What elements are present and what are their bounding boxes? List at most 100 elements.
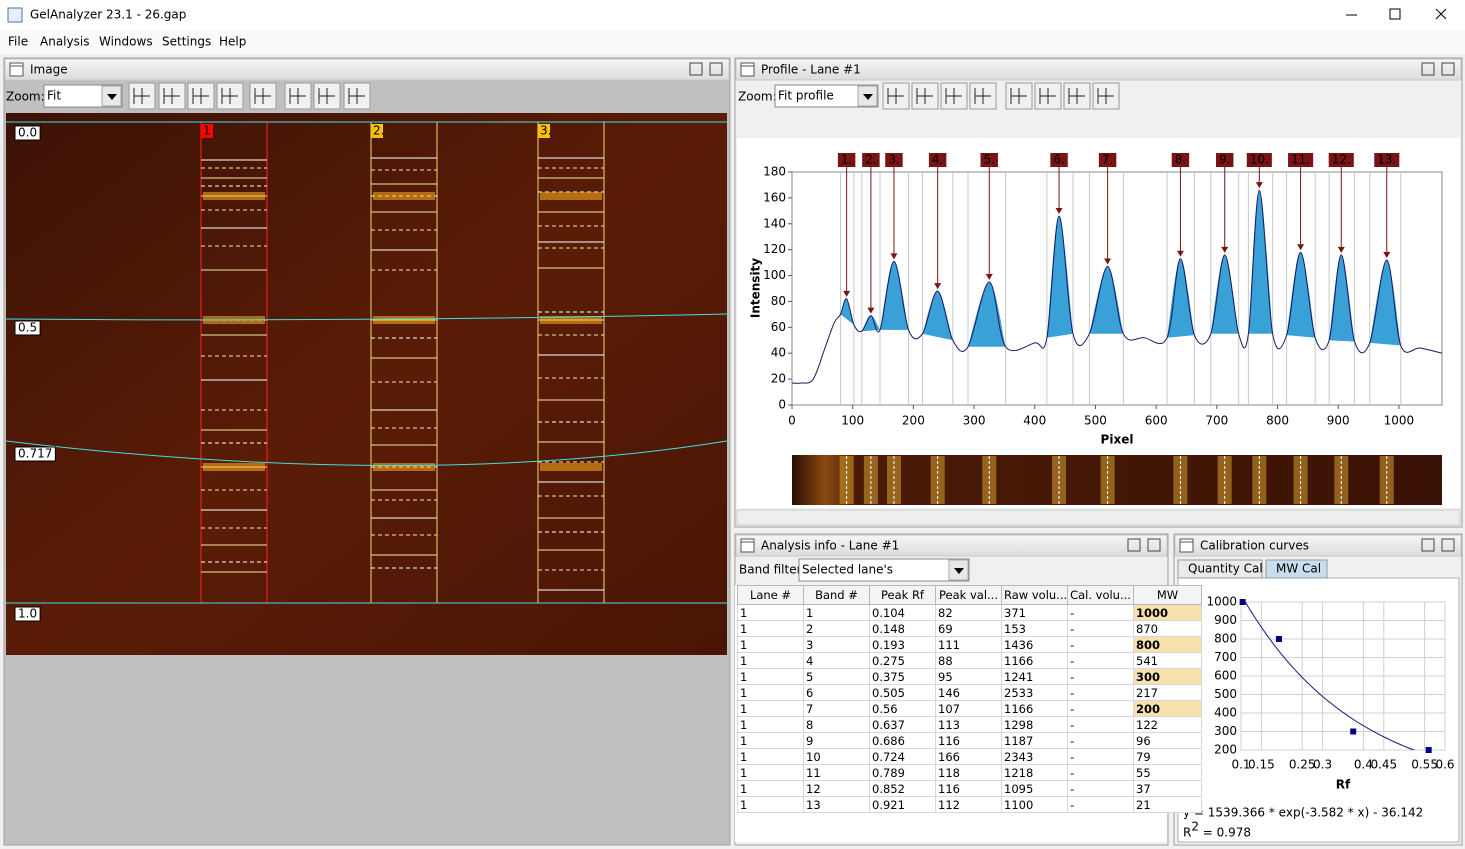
y-tick-label: 100 xyxy=(763,268,786,282)
table-row[interactable]: 1 8 0.637 113 1298-122 xyxy=(737,716,1202,733)
table-row[interactable]: 1 9 0.686 116 1187-96 xyxy=(737,732,1202,749)
peak-label-box xyxy=(928,153,947,167)
x-tick-label: 0.4 xyxy=(1354,758,1373,772)
zoom-label: Zoom: xyxy=(6,90,45,104)
peak-area xyxy=(1089,266,1124,334)
maximize-button[interactable] xyxy=(1389,8,1401,20)
menu-item[interactable]: Analysis xyxy=(40,35,89,49)
zoom-combo-arrow xyxy=(863,94,873,100)
gel-image xyxy=(6,113,727,655)
peak-arrowhead xyxy=(1383,252,1391,259)
menu-item[interactable]: Help xyxy=(219,35,246,49)
table-row[interactable]: 1 13 0.921 112 1100-21 xyxy=(737,796,1202,813)
rf-label: 0.717 xyxy=(18,447,52,461)
band-glow xyxy=(203,192,265,200)
tool-button[interactable] xyxy=(882,82,910,110)
table-cell: 7 xyxy=(803,700,870,717)
peak-label: 9. xyxy=(1219,153,1230,167)
zoom-combo-value: Fit profile xyxy=(778,89,834,103)
lane-label-box xyxy=(538,124,550,138)
peak-label-box xyxy=(980,153,998,167)
x-axis-label: Pixel xyxy=(1101,433,1134,447)
table-cell: 112 xyxy=(935,796,1002,813)
column-header[interactable]: Raw volu... xyxy=(1001,585,1068,605)
table-row[interactable]: 1 4 0.275 88 1166-541 xyxy=(737,652,1202,669)
table-row[interactable]: 1 12 0.852 116 1095-37 xyxy=(737,780,1202,797)
filter-combo[interactable] xyxy=(798,558,970,582)
column-header[interactable]: Lane # xyxy=(737,585,804,605)
table-cell: - xyxy=(1067,620,1134,637)
rf-label-box xyxy=(14,320,41,336)
band-glow xyxy=(373,316,435,324)
table-cell: 95 xyxy=(935,668,1002,685)
panel-title: Analysis info - Lane #1 xyxy=(761,539,899,553)
peak-label: 10. xyxy=(1250,153,1269,167)
maximize-button[interactable] xyxy=(1441,62,1455,76)
menu-item[interactable]: Settings xyxy=(162,35,211,49)
undock-button[interactable] xyxy=(689,62,703,76)
tool-icon xyxy=(163,88,180,104)
column-header[interactable]: Peak val... xyxy=(935,585,1002,605)
x-tick-label: 300 xyxy=(963,414,986,428)
table-cell: 153 xyxy=(1001,620,1068,637)
strip-band xyxy=(1052,456,1067,504)
table-cell: 371 xyxy=(1001,604,1068,621)
panel-icon xyxy=(9,62,24,77)
table-row[interactable]: 1 5 0.375 95 1241-300 xyxy=(737,668,1202,685)
maximize-button[interactable] xyxy=(709,62,723,76)
calibration-point xyxy=(1425,747,1432,753)
table-cell: 0.56 xyxy=(869,700,936,717)
strip-band xyxy=(1252,456,1267,504)
strip-band xyxy=(1173,456,1188,504)
peak-area xyxy=(1248,190,1273,334)
close-button[interactable] xyxy=(1435,8,1447,20)
filter-label: Band filter: xyxy=(739,563,805,577)
table-row[interactable]: 1 10 0.724 166 2343-79 xyxy=(737,748,1202,765)
column-header[interactable]: Band # xyxy=(803,585,870,605)
peak-area xyxy=(1286,252,1316,338)
zoom-combo[interactable] xyxy=(774,84,879,108)
undock-button[interactable] xyxy=(1127,538,1141,552)
peak-label: 11. xyxy=(1291,153,1310,167)
table-cell: 13 xyxy=(803,796,870,813)
band-glow xyxy=(540,316,602,324)
table-row[interactable]: 1 2 0.148 69 153-870 xyxy=(737,620,1202,637)
peak-label: 5. xyxy=(984,153,995,167)
analysis-table: Lane # Band # Peak Rf Peak val... Raw volu..… xyxy=(737,585,1202,813)
maximize-button[interactable] xyxy=(1147,538,1161,552)
column-header[interactable]: Peak Rf xyxy=(869,585,936,605)
column-header[interactable]: Cal. volu... xyxy=(1067,585,1134,605)
x-tick-label: 600 xyxy=(1145,414,1168,428)
table-row[interactable]: 1 6 0.505 146 2533-217 xyxy=(737,684,1202,701)
rf-label-box xyxy=(14,446,56,462)
tab[interactable] xyxy=(1265,559,1328,579)
maximize-button[interactable] xyxy=(1441,538,1455,552)
table-row[interactable]: 1 7 0.56 107 1166-200 xyxy=(737,700,1202,717)
table-cell: 1166 xyxy=(1001,652,1068,669)
column-header[interactable]: MW xyxy=(1133,585,1202,605)
y-tick-label: 400 xyxy=(1214,706,1237,720)
rf-label: 0.0 xyxy=(18,126,37,140)
tab[interactable] xyxy=(1177,559,1263,579)
x-tick-label: 0.3 xyxy=(1313,758,1332,772)
tool-icon xyxy=(1068,88,1085,104)
peak-area xyxy=(1329,254,1355,342)
x-tick-label: 700 xyxy=(1205,414,1228,428)
scrollbar[interactable] xyxy=(736,509,1461,526)
menu-item[interactable]: Windows xyxy=(99,35,153,49)
table-row[interactable]: 1 11 0.789 118 1218-55 xyxy=(737,764,1202,781)
y-tick-label: 20 xyxy=(771,372,786,386)
table-row[interactable]: 1 3 0.193 111 1436-800 xyxy=(737,636,1202,653)
menu-item[interactable]: File xyxy=(8,35,28,49)
strip-band xyxy=(1293,456,1308,504)
peak-area xyxy=(880,261,909,330)
undock-button[interactable] xyxy=(1421,62,1435,76)
rf-label-box xyxy=(14,125,41,141)
peak-label-box xyxy=(1288,153,1314,167)
calibration-point xyxy=(1350,728,1357,735)
undock-button[interactable] xyxy=(1421,538,1435,552)
tool-button[interactable] xyxy=(1092,82,1120,110)
peak-label-box xyxy=(837,153,856,167)
table-cell: - xyxy=(1067,748,1134,765)
table-row[interactable]: 1 1 0.104 82 371-1000 xyxy=(737,604,1202,621)
